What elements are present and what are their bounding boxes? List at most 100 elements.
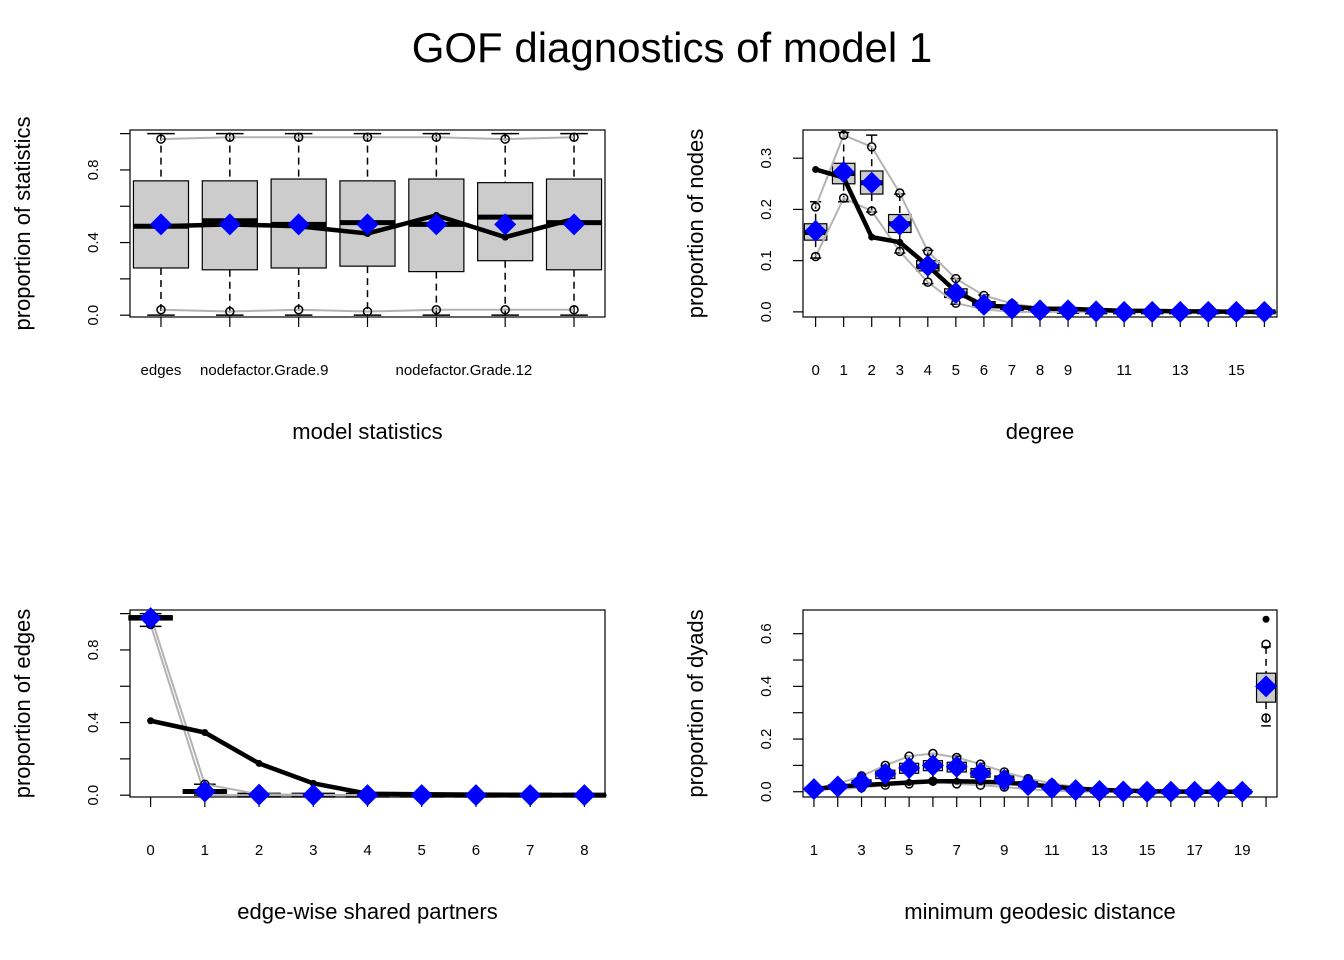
x-tick-label: 19 — [1234, 842, 1251, 859]
observed-diamond — [1197, 300, 1220, 323]
x-tick-label: edges — [141, 362, 182, 379]
y-axis-label: proportion of dyads — [683, 609, 708, 797]
lower-range-line — [160, 308, 575, 313]
x-tick-label: 4 — [363, 842, 371, 859]
y-axis-label: proportion of nodes — [683, 129, 708, 319]
observed-diamond — [898, 757, 921, 780]
plot-frame — [802, 129, 1278, 318]
plot-frame — [129, 609, 606, 798]
x-tick-label: nodefactor.Grade.12 — [395, 362, 532, 379]
observed-diamond — [410, 784, 433, 807]
simulated-point — [905, 779, 913, 787]
y-tick-label: 0.0 — [85, 305, 102, 326]
y-tick-label: 0.4 — [758, 676, 775, 697]
y-tick-label: 0.4 — [85, 712, 102, 733]
y-tick-label: 0.2 — [758, 729, 775, 750]
outlier-point — [1262, 615, 1270, 623]
observed-diamond — [944, 281, 967, 304]
y-tick-label: 0.0 — [758, 781, 775, 802]
x-axis-label: edge-wise shared partners — [237, 899, 497, 924]
observed-diamond — [563, 213, 586, 236]
upper-point — [225, 132, 235, 143]
simulated-point — [147, 717, 155, 725]
upper-point — [810, 202, 821, 212]
observed-diamond — [494, 213, 517, 236]
lower-point — [1261, 713, 1271, 723]
observed-diamond — [149, 213, 172, 236]
observed-diamond — [1183, 780, 1206, 803]
panel-2: 0.0 0.1 0.2 0.3 0 1 2 3 4 5 6 7 8 9 11 13 15 degree propor… — [683, 129, 1278, 444]
x-tick-label: 7 — [953, 842, 961, 859]
observed-diamond — [1141, 300, 1164, 323]
observed-diamond — [1017, 774, 1040, 797]
lower-point — [156, 304, 166, 315]
simulated-point — [309, 779, 317, 787]
upper-range-line — [814, 133, 1265, 313]
x-tick-label: 3 — [857, 842, 865, 859]
y-tick-label: 0.4 — [85, 232, 102, 253]
x-tick-label: 0 — [146, 842, 154, 859]
observed-diamond — [1088, 779, 1111, 802]
x-tick-label: 3 — [309, 842, 317, 859]
y-tick-label: 0.8 — [85, 640, 102, 661]
upper-point — [156, 134, 166, 144]
simulated-point — [201, 729, 209, 737]
observed-diamond — [218, 213, 241, 236]
observed-diamond — [945, 755, 968, 778]
x-tick-label: 1 — [810, 842, 818, 859]
x-axis-label: minimum geodesic distance — [904, 899, 1175, 924]
upper-point — [500, 134, 510, 144]
lower-range-line — [149, 624, 585, 797]
panel-3: 0.0 0.4 0.8 0 1 2 3 4 5 6 7 8 edge-wise shared partn… — [10, 607, 607, 924]
observed-diamond — [832, 161, 855, 184]
x-tick-label: 7 — [526, 842, 534, 859]
observed-diamond — [1113, 300, 1136, 323]
observed-diamond — [826, 775, 849, 798]
y-tick-label: 0.0 — [85, 785, 102, 806]
observed-diamond — [287, 213, 310, 236]
x-tick-label: 13 — [1091, 842, 1108, 859]
x-tick-label: 11 — [1044, 842, 1060, 859]
simulated-point — [929, 777, 937, 785]
observed-diamond — [916, 254, 939, 277]
observed-diamond — [921, 754, 944, 777]
simulated-point — [255, 759, 263, 767]
observed-diamond — [993, 768, 1016, 791]
observed-diamond — [1255, 675, 1278, 698]
observed-diamond — [519, 784, 542, 807]
x-axis-label: degree — [1006, 419, 1075, 444]
upper-point — [866, 142, 877, 152]
simulated-point — [868, 233, 876, 241]
observed-diamond — [1085, 300, 1108, 323]
x-tick-label: 15 — [1139, 842, 1156, 859]
lower-range-line — [814, 196, 1265, 313]
x-tick-label: 2 — [868, 362, 876, 379]
x-tick-label: nodefactor.Grade.9 — [200, 362, 328, 379]
lower-point — [569, 304, 579, 315]
x-tick-label: 3 — [896, 362, 904, 379]
observed-diamond — [888, 213, 911, 236]
x-tick-label: 5 — [418, 842, 426, 859]
lower-point — [895, 246, 905, 257]
observed-diamond — [1057, 299, 1080, 322]
x-tick-label: 8 — [580, 842, 588, 859]
observed-diamond — [1029, 299, 1051, 322]
observed-diamond — [850, 771, 873, 794]
y-tick-label: 0.6 — [758, 623, 775, 644]
x-tick-label: 8 — [1036, 362, 1044, 379]
lower-point — [500, 304, 510, 315]
y-tick-label: 0.1 — [758, 250, 775, 271]
observed-diamond — [1207, 780, 1230, 803]
observed-diamond — [804, 219, 827, 242]
lower-point — [293, 304, 304, 315]
observed-diamond — [860, 171, 883, 194]
upper-range-line — [160, 136, 575, 141]
y-tick-label: 0.8 — [85, 160, 102, 181]
simulated-point — [501, 233, 509, 241]
y-axis-label: proportion of statistics — [10, 117, 35, 331]
upper-point — [431, 132, 442, 143]
lower-point — [923, 277, 933, 287]
observed-diamond — [1000, 297, 1023, 320]
